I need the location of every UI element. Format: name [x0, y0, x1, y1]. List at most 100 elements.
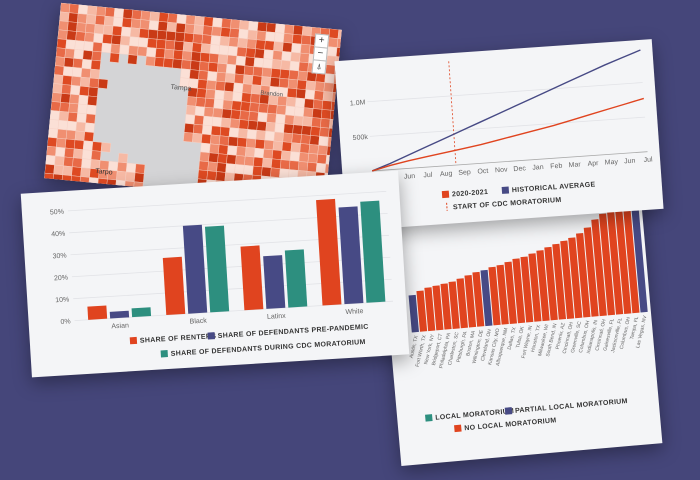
map-tract: [326, 145, 337, 157]
map-tract: [74, 40, 85, 51]
race-bar-chart: 0% 10% 20% 30% 40% 50% Asian Black Latinx White SH…: [50, 190, 394, 358]
map-tract: [292, 124, 303, 135]
map-tract: [335, 47, 342, 58]
map-tract: [49, 110, 60, 121]
map-tract: [147, 38, 158, 49]
map-tract: [270, 167, 281, 178]
map-tract: [50, 101, 61, 112]
map-tract: [216, 71, 227, 83]
map-tract: [288, 160, 300, 171]
map-tract: [225, 63, 237, 75]
map-tract: [302, 116, 313, 127]
map-tract: [184, 23, 195, 34]
map-tract: [291, 133, 302, 144]
map-tract: [71, 76, 82, 87]
map-tract: [202, 25, 213, 36]
map-tract: [139, 19, 151, 30]
map-tract: [239, 110, 250, 121]
map-tract: [284, 114, 295, 125]
map-tract: [195, 97, 206, 108]
legend-swatch-renters: [129, 336, 138, 345]
map-tract: [279, 159, 291, 170]
map-tract: [253, 57, 264, 68]
legend-swatch-2020: [441, 190, 450, 199]
map-tract: [314, 81, 325, 92]
map-tract: [207, 161, 218, 172]
map-tract: [296, 79, 307, 90]
map-tract: [215, 171, 226, 182]
bar-latinx-2: [284, 249, 308, 308]
map-tract: [82, 50, 93, 61]
map-tract: [299, 52, 310, 64]
choropleth-map[interactable]: Tampa Brandon Tarpo: [44, 2, 342, 206]
locate-icon[interactable]: ⍋: [311, 59, 327, 75]
map-tract: [116, 170, 127, 182]
map-tract: [229, 28, 240, 39]
map-tract: [65, 39, 76, 50]
map-tract: [223, 90, 234, 101]
map-tract: [199, 52, 211, 63]
map-tract: [129, 27, 141, 38]
map-tract: [255, 39, 266, 50]
map-tract: [56, 137, 67, 149]
map-tract: [91, 141, 103, 152]
map-tract: [165, 30, 177, 42]
map-tract: [78, 94, 89, 106]
map-tract: [291, 43, 302, 54]
city-bar: [560, 240, 575, 319]
map-tract: [109, 52, 120, 63]
map-tract: [47, 128, 59, 139]
map-tract: [297, 161, 309, 172]
map-tract: [272, 140, 284, 151]
map-tract: [306, 162, 318, 173]
map-tract: [72, 157, 83, 168]
map-tract: [129, 36, 140, 47]
map-tract: [271, 59, 282, 70]
map-tract: [54, 155, 65, 167]
y-tick-label: 1.0M: [350, 99, 366, 107]
map-tract: [250, 93, 261, 104]
legend-historical: HISTORICAL AVERAGE: [512, 181, 596, 194]
map-tract: [185, 14, 196, 26]
series-line-0: [371, 49, 641, 172]
city-bar: [496, 264, 509, 325]
map-tract: [183, 32, 194, 43]
map-tract: [163, 57, 174, 69]
map-tract: [128, 45, 139, 56]
map-tract: [221, 18, 232, 29]
map-tract: [198, 70, 209, 81]
map-tract: [84, 122, 95, 133]
map-tract: [70, 85, 81, 96]
map-tract: [97, 178, 108, 189]
legend-swatch-local: [425, 414, 433, 422]
map-tract: [173, 40, 185, 52]
map-tract: [192, 132, 203, 144]
map-tract: [130, 18, 142, 29]
map-tract: [222, 99, 233, 110]
map-tract: [304, 89, 316, 100]
map-card: Tampa Brandon Tarpo + − ⍋: [44, 2, 342, 206]
map-tract: [155, 47, 166, 59]
map-tract: [336, 38, 342, 49]
map-tract: [211, 26, 222, 37]
city-bar: [440, 283, 452, 330]
map-tract: [112, 16, 124, 28]
map-tract: [88, 86, 99, 98]
map-tract: [55, 146, 66, 158]
map-tract: [184, 114, 196, 125]
map-tract: [101, 42, 112, 54]
map-tract: [226, 54, 238, 66]
map-tract: [190, 60, 201, 71]
map-tract: [281, 51, 292, 62]
map-tract: [238, 28, 249, 40]
x-axis: [372, 151, 648, 172]
map-tract: [229, 118, 240, 129]
map-tract: [117, 152, 129, 164]
map-tract: [303, 98, 315, 109]
map-tract: [245, 138, 257, 149]
map-tract: [319, 127, 330, 138]
map-tract: [230, 109, 241, 120]
map-tract: [61, 84, 72, 95]
bar-asian-2: [131, 307, 152, 318]
